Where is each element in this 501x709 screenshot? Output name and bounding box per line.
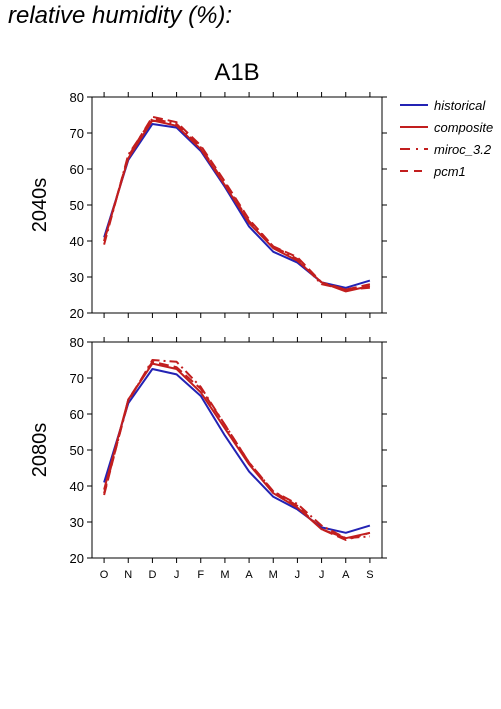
legend-label: miroc_3.2	[434, 142, 492, 157]
x-tick-label: S	[366, 569, 373, 581]
y-tick-label: 40	[70, 234, 84, 249]
x-tick-label: A	[245, 569, 253, 581]
page-title: relative humidity (%):	[8, 2, 233, 29]
y-tick-label: 30	[70, 270, 84, 285]
chart-panels: 20 30 40 50 60 70 80 2040s 20 30 40 50 60 70 80 O N D J F M A…	[29, 90, 387, 581]
y-tick-label: 70	[70, 371, 84, 386]
y-tick-label: 70	[70, 126, 84, 141]
panel-label: 2080s	[29, 423, 51, 478]
series-line-miroc_3.2	[103, 117, 370, 291]
y-tick-label: 20	[70, 551, 84, 566]
x-tick-label: A	[342, 569, 350, 581]
x-tick-label: D	[148, 569, 156, 581]
panel-2080s: 20 30 40 50 60 70 80 O N D J F M A M J J A S 2080s	[29, 335, 387, 581]
legend: historical composite miroc_3.2 pcm1	[400, 98, 493, 179]
x-tick-label: N	[124, 569, 132, 581]
x-tick-label: M	[220, 569, 229, 581]
x-tick-label: J	[295, 569, 301, 581]
y-tick-label: 80	[70, 90, 84, 105]
series-line-pcm1	[103, 360, 371, 541]
y-tick-label: 80	[70, 335, 84, 350]
series-line-composite	[103, 362, 371, 540]
y-tick-label: 50	[70, 198, 84, 213]
plot-frame	[91, 341, 383, 559]
y-tick-label: 60	[70, 162, 84, 177]
y-tick-label: 40	[70, 479, 84, 494]
legend-label: composite	[434, 120, 493, 135]
series-line-composite	[103, 119, 371, 293]
panel-label: 2040s	[29, 178, 51, 233]
legend-label: historical	[434, 98, 486, 113]
panel-2040s: 20 30 40 50 60 70 80 2040s	[29, 90, 387, 321]
series-line-pcm1	[103, 115, 371, 291]
scenario-label: A1B	[214, 59, 259, 86]
series-line-historical	[103, 368, 371, 534]
x-tick-label: J	[319, 569, 325, 581]
y-tick-label: 20	[70, 306, 84, 321]
x-tick-label: O	[100, 569, 109, 581]
y-tick-label: 60	[70, 407, 84, 422]
legend-label: pcm1	[433, 164, 466, 179]
y-tick-label: 30	[70, 515, 84, 530]
x-tick-label: J	[174, 569, 180, 581]
x-tick-label: F	[197, 569, 204, 581]
x-tick-label: M	[269, 569, 278, 581]
series-line-miroc_3.2	[103, 359, 370, 540]
y-tick-label: 50	[70, 443, 84, 458]
